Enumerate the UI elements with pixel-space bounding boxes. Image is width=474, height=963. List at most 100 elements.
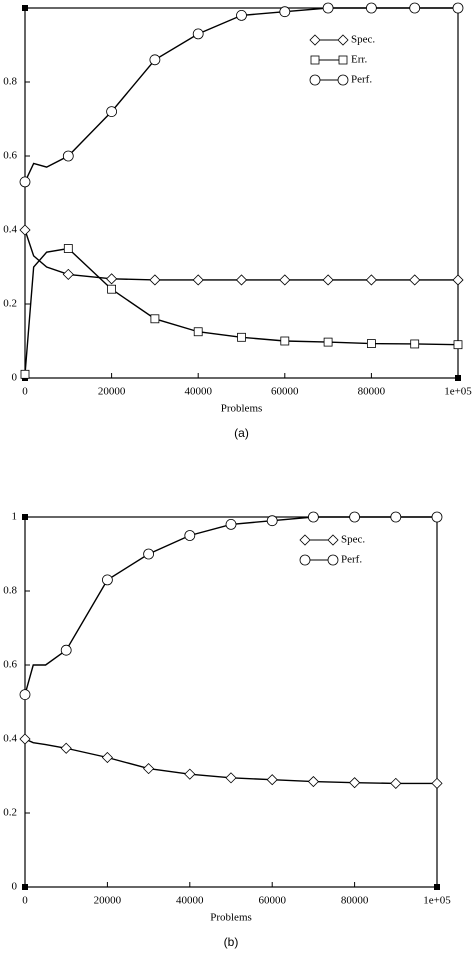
data-point bbox=[60, 644, 72, 656]
data-point bbox=[237, 332, 246, 342]
data-point bbox=[143, 763, 155, 775]
y-tick-label: 0.6 bbox=[3, 150, 17, 162]
x-tick-label: 1e+05 bbox=[423, 895, 451, 907]
caption: (a) bbox=[234, 426, 249, 440]
data-point bbox=[192, 28, 204, 40]
legend-label: Err. bbox=[351, 54, 367, 66]
data-point bbox=[431, 777, 443, 789]
series-line bbox=[24, 247, 459, 375]
y-tick-label: 0 bbox=[12, 372, 18, 384]
legend-marker bbox=[327, 554, 339, 566]
x-tick-label: 40000 bbox=[176, 895, 204, 907]
data-point bbox=[453, 340, 463, 350]
data-point bbox=[452, 274, 464, 286]
data-point bbox=[19, 224, 31, 236]
data-point bbox=[280, 336, 290, 346]
x-tick-label: 80000 bbox=[358, 386, 386, 398]
legend-marker bbox=[337, 34, 349, 46]
data-point bbox=[19, 733, 31, 745]
x-tick-label: 80000 bbox=[341, 895, 369, 907]
data-point bbox=[149, 274, 161, 286]
data-point bbox=[235, 274, 248, 286]
legend-marker bbox=[309, 74, 321, 86]
y-tick-label: 0 bbox=[12, 881, 18, 893]
data-point bbox=[349, 777, 361, 789]
legend-label: Perf. bbox=[341, 554, 362, 566]
data-point bbox=[20, 369, 30, 379]
data-point bbox=[279, 274, 291, 286]
data-point bbox=[107, 284, 116, 294]
data-point bbox=[365, 2, 377, 14]
x-tick-label: 1e+05 bbox=[444, 386, 472, 398]
data-point bbox=[431, 511, 443, 523]
data-point bbox=[184, 530, 196, 541]
plot-frame bbox=[24, 516, 438, 888]
data-point bbox=[102, 574, 113, 586]
data-point bbox=[266, 515, 278, 527]
data-point bbox=[101, 751, 113, 764]
data-point bbox=[410, 339, 420, 349]
data-point bbox=[149, 54, 161, 66]
y-tick-label: 1 bbox=[12, 511, 18, 523]
x-axis-label: Problems bbox=[221, 403, 263, 415]
legend-label: Perf. bbox=[351, 74, 372, 86]
y-tick-label: 0.4 bbox=[3, 224, 17, 236]
data-point bbox=[19, 176, 31, 188]
series-line bbox=[24, 229, 458, 281]
y-tick-label: 0.2 bbox=[3, 807, 17, 819]
plot-frame bbox=[24, 7, 459, 379]
legend-label: Spec. bbox=[341, 534, 365, 546]
series-line bbox=[24, 516, 437, 695]
data-point bbox=[225, 772, 237, 784]
y-tick-label: 0.8 bbox=[3, 585, 17, 597]
x-axis-label: Problems bbox=[210, 912, 252, 924]
data-point bbox=[307, 511, 319, 523]
data-point bbox=[236, 9, 247, 21]
legend-marker bbox=[327, 534, 339, 546]
x-tick-label: 20000 bbox=[94, 895, 122, 907]
data-point bbox=[150, 314, 160, 324]
y-tick-label: 0.6 bbox=[3, 659, 17, 671]
data-point bbox=[106, 106, 117, 117]
data-point bbox=[62, 150, 74, 162]
legend-marker bbox=[299, 534, 311, 546]
data-point bbox=[225, 519, 237, 530]
data-point bbox=[390, 777, 402, 789]
x-tick-label: 40000 bbox=[184, 386, 212, 398]
x-tick-label: 60000 bbox=[258, 895, 286, 907]
data-point bbox=[365, 274, 377, 286]
data-point bbox=[19, 689, 31, 700]
x-tick-label: 0 bbox=[22, 386, 28, 398]
data-point bbox=[349, 511, 361, 523]
x-tick-label: 0 bbox=[22, 895, 28, 907]
data-point bbox=[143, 548, 155, 560]
legend-marker bbox=[309, 34, 321, 46]
x-tick-label: 20000 bbox=[98, 386, 126, 398]
data-point bbox=[366, 339, 376, 348]
data-point bbox=[279, 6, 291, 18]
data-point bbox=[452, 2, 464, 14]
data-point bbox=[184, 768, 196, 780]
data-point bbox=[390, 511, 402, 523]
y-tick-label: 0.4 bbox=[3, 733, 17, 745]
legend-marker bbox=[310, 55, 320, 65]
corner bbox=[22, 5, 28, 11]
data-point bbox=[193, 327, 203, 337]
data-point bbox=[409, 2, 421, 14]
caption: (b) bbox=[224, 935, 239, 949]
data-point bbox=[322, 274, 334, 286]
series-line bbox=[24, 7, 458, 183]
data-point bbox=[322, 2, 334, 14]
legend-marker bbox=[299, 554, 311, 566]
legend-marker bbox=[337, 74, 349, 86]
y-tick-label: 0.8 bbox=[3, 76, 17, 88]
data-point bbox=[60, 742, 72, 754]
y-tick-label: 0.2 bbox=[3, 298, 17, 310]
data-point bbox=[106, 273, 118, 285]
data-point bbox=[192, 274, 204, 286]
legend-label: Spec. bbox=[351, 34, 375, 46]
data-point bbox=[62, 268, 74, 280]
data-point bbox=[307, 775, 319, 788]
legend-marker bbox=[338, 55, 348, 65]
data-point bbox=[63, 244, 73, 253]
